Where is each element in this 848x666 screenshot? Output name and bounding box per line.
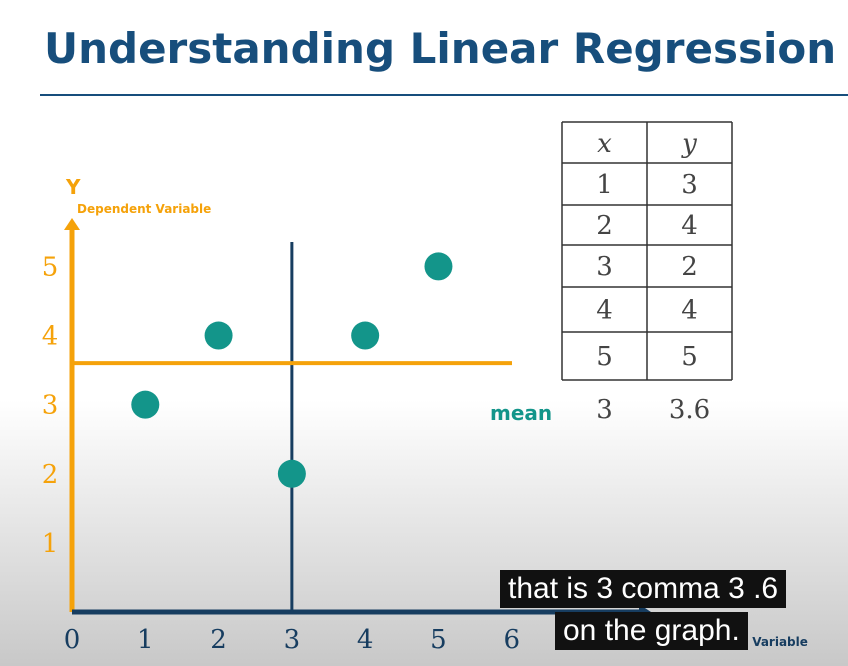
x-tick-label: 3 xyxy=(284,625,301,655)
caption-line: on the graph. xyxy=(555,612,748,650)
y-axis-arrow xyxy=(64,218,80,230)
mean-label: mean xyxy=(490,401,552,425)
point xyxy=(424,252,453,281)
y-axis-label: Y xyxy=(65,175,81,199)
point xyxy=(204,321,233,350)
y-tick-label: 4 xyxy=(42,322,59,352)
x-tick-label: 6 xyxy=(503,625,520,655)
y-axis-title: Dependent Variable xyxy=(77,202,211,216)
y-tick-label: 3 xyxy=(42,391,59,421)
mean-cell: 3 xyxy=(596,395,613,425)
table-header: x xyxy=(597,129,612,159)
x-tick-label: 5 xyxy=(430,625,447,655)
x-tick-label: 4 xyxy=(357,625,374,655)
table-cell: 2 xyxy=(596,211,613,241)
x-tick-label: 2 xyxy=(210,625,227,655)
table-cell: 4 xyxy=(681,296,698,326)
y-tick-label: 2 xyxy=(42,460,59,490)
title-rule xyxy=(40,94,848,96)
y-tick-label: 1 xyxy=(42,529,59,559)
x-tick-label: 1 xyxy=(137,625,154,655)
table-cell: 3 xyxy=(596,252,613,282)
table-cell: 1 xyxy=(596,170,613,200)
x-tick-label: 0 xyxy=(64,625,81,655)
caption-line: that is 3 comma 3 .6 xyxy=(500,570,787,608)
slide-title: Understanding Linear Regression Algorith… xyxy=(44,24,848,73)
table-cell: 4 xyxy=(596,296,613,326)
mean-cell: 3.6 xyxy=(669,395,710,425)
point xyxy=(351,321,380,350)
table-cell: 5 xyxy=(681,342,698,372)
table-cell: 4 xyxy=(681,211,698,241)
y-tick-label: 5 xyxy=(42,252,59,282)
table-cell: 3 xyxy=(681,170,698,200)
point xyxy=(277,459,306,488)
table-header: y xyxy=(681,129,697,159)
table-cell: 5 xyxy=(596,342,613,372)
point xyxy=(131,390,160,419)
table-cell: 2 xyxy=(681,252,698,282)
